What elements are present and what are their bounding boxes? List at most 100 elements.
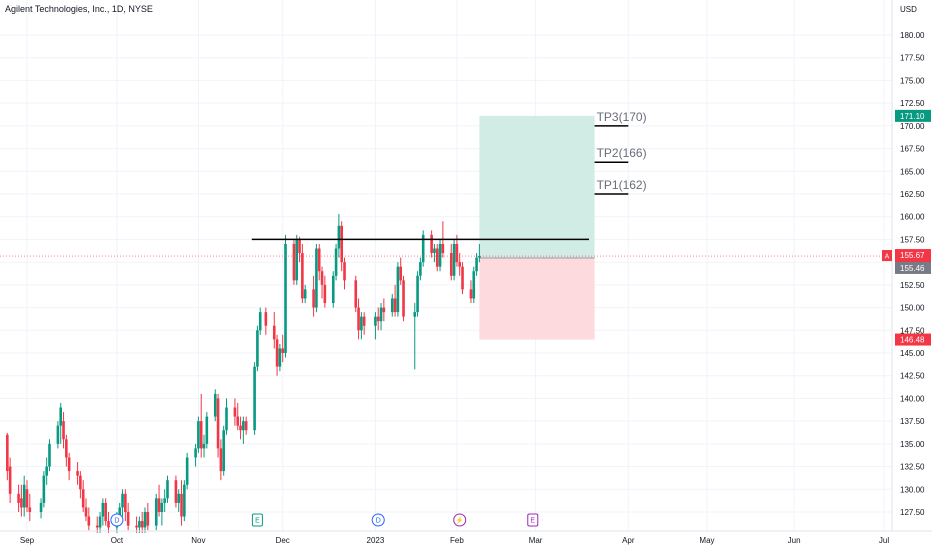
candle[interactable] xyxy=(334,243,338,281)
candle[interactable] xyxy=(303,284,307,304)
candle[interactable] xyxy=(160,498,164,526)
candle[interactable] xyxy=(292,239,296,285)
candle[interactable] xyxy=(98,512,102,533)
candle[interactable] xyxy=(219,439,223,481)
candle[interactable] xyxy=(194,443,197,467)
candle[interactable] xyxy=(199,393,203,458)
candle[interactable] xyxy=(478,243,481,263)
candle[interactable] xyxy=(17,484,20,512)
candle[interactable] xyxy=(455,234,459,267)
candle[interactable] xyxy=(140,512,144,533)
candle[interactable] xyxy=(242,416,245,444)
candle[interactable] xyxy=(59,402,63,444)
candle[interactable] xyxy=(183,480,186,522)
candle[interactable] xyxy=(135,516,138,533)
candle[interactable] xyxy=(399,257,403,285)
candle[interactable] xyxy=(320,266,324,299)
candle[interactable] xyxy=(421,230,425,267)
candle[interactable] xyxy=(124,489,127,522)
candle[interactable] xyxy=(433,243,436,263)
candle[interactable] xyxy=(6,432,9,481)
symbol-title[interactable]: Agilent Technologies, Inc., 1D, NYSE xyxy=(5,4,153,14)
candle[interactable] xyxy=(121,489,124,517)
candle[interactable] xyxy=(340,221,344,272)
candle[interactable] xyxy=(95,516,99,533)
candle[interactable] xyxy=(315,243,318,313)
candle[interactable] xyxy=(202,434,206,458)
candle[interactable] xyxy=(452,239,456,281)
candle[interactable] xyxy=(374,312,377,340)
candle[interactable] xyxy=(8,457,12,503)
dividend-icon[interactable]: D xyxy=(371,513,385,527)
price-axis[interactable]: USD 127.50 130.00 132.50 135.00 137.50 140.00… xyxy=(900,5,925,517)
candle[interactable] xyxy=(379,303,383,331)
candle[interactable] xyxy=(413,303,417,370)
candle[interactable] xyxy=(323,275,327,308)
earnings-icon[interactable]: E xyxy=(527,513,539,527)
candle[interactable] xyxy=(138,516,141,533)
candle[interactable] xyxy=(475,253,478,276)
candle[interactable] xyxy=(362,312,366,335)
candle[interactable] xyxy=(298,236,301,263)
candle[interactable] xyxy=(233,398,237,426)
candle[interactable] xyxy=(416,271,419,317)
candle[interactable] xyxy=(357,298,360,340)
candle[interactable] xyxy=(343,257,346,290)
candle[interactable] xyxy=(101,498,105,526)
candle[interactable] xyxy=(382,298,386,322)
dividend-icon[interactable]: D xyxy=(110,513,124,527)
candle[interactable] xyxy=(256,325,259,372)
candle[interactable] xyxy=(222,425,225,476)
candle[interactable] xyxy=(376,307,380,331)
candle[interactable] xyxy=(25,480,29,512)
candle[interactable] xyxy=(239,416,242,440)
candle[interactable] xyxy=(430,230,433,258)
candle[interactable] xyxy=(28,493,32,522)
candle[interactable] xyxy=(301,243,304,304)
candle[interactable] xyxy=(272,312,276,349)
candle[interactable] xyxy=(295,234,299,285)
candle[interactable] xyxy=(39,498,43,519)
candle[interactable] xyxy=(258,307,262,335)
candle[interactable] xyxy=(472,266,476,304)
candle[interactable] xyxy=(469,280,473,304)
candle[interactable] xyxy=(236,402,240,431)
candle[interactable] xyxy=(143,507,147,533)
candle[interactable] xyxy=(185,452,189,490)
candle[interactable] xyxy=(107,512,110,533)
candle[interactable] xyxy=(225,398,228,435)
candle[interactable] xyxy=(146,502,150,531)
candle[interactable] xyxy=(166,475,169,503)
candle[interactable] xyxy=(174,475,178,508)
candle[interactable] xyxy=(396,262,400,317)
candle[interactable] xyxy=(253,362,256,435)
candle[interactable] xyxy=(104,498,107,526)
candle[interactable] xyxy=(87,507,91,531)
candle[interactable] xyxy=(154,493,158,531)
candle[interactable] xyxy=(331,271,335,308)
candle[interactable] xyxy=(284,234,287,358)
candle[interactable] xyxy=(449,243,453,281)
candle[interactable] xyxy=(216,393,220,458)
candle[interactable] xyxy=(48,439,51,472)
candle[interactable] xyxy=(157,484,161,517)
candles[interactable] xyxy=(6,213,481,533)
candle[interactable] xyxy=(84,498,88,522)
candle[interactable] xyxy=(163,489,166,512)
candle[interactable] xyxy=(281,334,284,363)
candle[interactable] xyxy=(76,462,79,485)
time-axis[interactable]: Sep Oct Nov Dec 2023 Feb Mar Apr May Jun Jul xyxy=(20,536,889,545)
candle[interactable] xyxy=(317,243,321,281)
candle[interactable] xyxy=(197,416,200,453)
candle[interactable] xyxy=(126,502,130,531)
candle[interactable] xyxy=(20,484,23,517)
candle[interactable] xyxy=(81,480,85,512)
candle[interactable] xyxy=(79,471,82,499)
candle[interactable] xyxy=(45,457,48,485)
candle[interactable] xyxy=(22,475,26,517)
candle[interactable] xyxy=(438,239,442,272)
candle[interactable] xyxy=(205,412,209,449)
candle[interactable] xyxy=(435,243,439,272)
